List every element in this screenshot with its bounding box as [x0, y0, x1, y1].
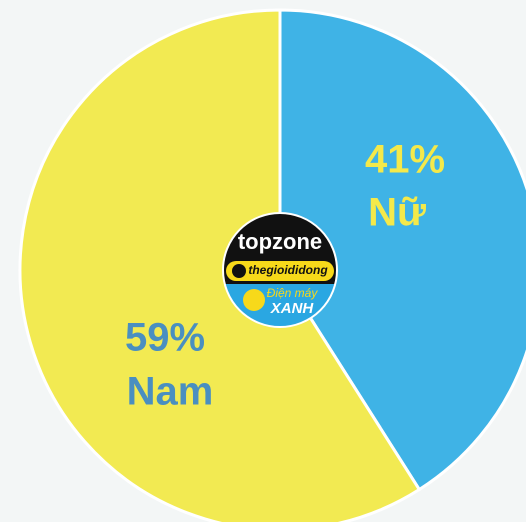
logo-dmx: Điện máy	[267, 286, 319, 300]
value-label: 41%	[365, 138, 445, 182]
category-label: Nữ	[368, 191, 426, 235]
logo-topzone: topzone	[238, 229, 322, 254]
logo-xanh: XANH	[270, 300, 315, 317]
logo-tgdd: thegioididong	[248, 263, 328, 277]
logo-icon	[243, 289, 265, 311]
logo-icon	[232, 264, 246, 278]
value-label: 59%	[125, 316, 205, 360]
category-label: Nam	[127, 370, 214, 414]
logo-ring	[222, 212, 338, 328]
pie-slice	[278, 8, 526, 492]
slices	[18, 8, 526, 522]
logo: topzone thegioididong Điện máy XANH	[222, 212, 338, 328]
logo-band	[226, 261, 334, 281]
pie-slice	[18, 8, 422, 522]
